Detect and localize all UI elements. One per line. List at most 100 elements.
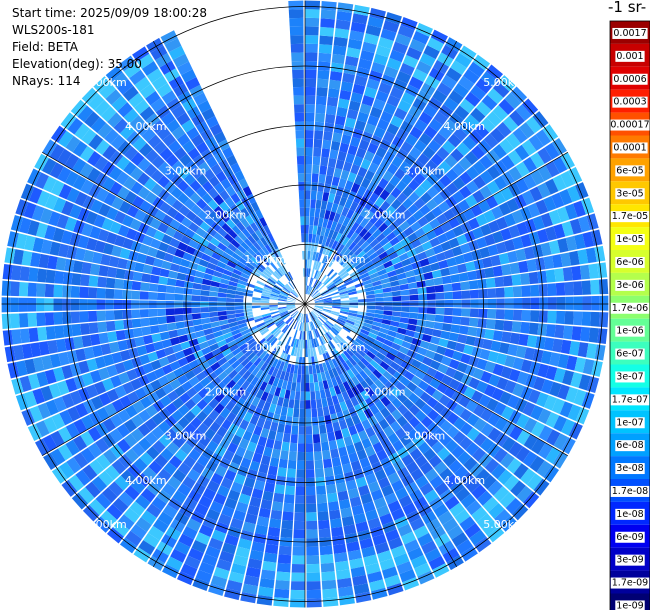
range-bin — [158, 420, 171, 434]
range-bin — [357, 305, 367, 309]
range-bin — [383, 102, 397, 115]
range-bin — [492, 81, 510, 98]
range-bin — [220, 237, 231, 247]
range-bin — [300, 216, 305, 226]
colorbar-tick-label: 1.7e-08 — [612, 486, 648, 497]
range-bin — [162, 504, 178, 519]
range-bin — [374, 411, 385, 423]
colorbar-label-bg — [609, 119, 650, 131]
range-bin — [305, 164, 312, 174]
range-bin — [445, 366, 457, 378]
range-bin — [186, 387, 198, 399]
range-bin — [386, 94, 401, 108]
range-bin — [172, 230, 184, 242]
range-bin — [224, 196, 235, 208]
range-bin — [548, 209, 562, 225]
range-bin — [315, 270, 321, 280]
range-bin — [238, 257, 249, 266]
range-bin — [328, 258, 336, 268]
range-bin — [344, 117, 357, 129]
range-bin — [324, 227, 331, 238]
range-bin — [188, 376, 200, 387]
range-bin — [166, 206, 179, 219]
range-bin — [322, 294, 331, 299]
range-bin — [147, 134, 162, 149]
range-bin — [217, 306, 227, 312]
range-bin — [329, 71, 343, 82]
range-bin — [225, 218, 236, 229]
range-bin — [599, 295, 609, 311]
ray — [306, 313, 355, 606]
range-bin — [111, 399, 125, 413]
range-bin — [360, 493, 373, 505]
range-bin — [200, 253, 212, 262]
range-bin — [267, 366, 275, 376]
range-bin — [288, 328, 294, 337]
range-bin — [318, 336, 325, 346]
range-bin — [419, 391, 432, 403]
range-bin — [367, 517, 382, 530]
range-bin — [159, 201, 172, 214]
range-bin — [281, 275, 289, 284]
range-bin — [247, 235, 257, 245]
range-bin — [283, 502, 294, 513]
range-bin — [453, 417, 467, 431]
range-bin — [456, 263, 468, 274]
range-bin — [432, 329, 442, 338]
range-bin — [399, 161, 412, 173]
range-bin — [342, 409, 351, 420]
range-bin — [111, 351, 123, 364]
range-bin — [275, 269, 283, 277]
range-bin — [157, 511, 174, 526]
range-bin — [253, 253, 262, 263]
range-bin — [428, 218, 441, 230]
range-ring-label: 4.00km — [443, 474, 485, 487]
range-bin — [463, 344, 474, 356]
range-bin — [338, 178, 347, 189]
range-bin — [263, 419, 272, 430]
range-bin — [319, 253, 325, 263]
range-bin — [459, 98, 475, 114]
range-bin — [329, 184, 338, 195]
range-bin — [335, 345, 343, 355]
range-bin — [81, 335, 92, 348]
range-bin — [243, 449, 255, 461]
range-bin — [189, 179, 202, 192]
range-bin — [329, 149, 339, 160]
range-bin — [305, 95, 316, 105]
range-bin — [393, 107, 408, 121]
range-bin — [468, 280, 479, 290]
range-bin — [214, 352, 225, 362]
range-bin — [105, 231, 118, 245]
ray — [309, 29, 448, 296]
range-bin — [364, 339, 374, 347]
range-bin — [48, 211, 61, 227]
range-bin — [508, 409, 522, 425]
range-bin — [342, 216, 351, 227]
range-bin — [299, 313, 303, 322]
range-bin — [354, 75, 368, 87]
range-bin — [177, 416, 190, 429]
range-bin — [458, 120, 474, 136]
colorbar-label-bg — [610, 577, 650, 589]
range-bin — [206, 508, 221, 522]
range-bin — [314, 304, 324, 306]
range-bin — [414, 422, 427, 435]
range-bin — [21, 343, 33, 359]
range-bin — [506, 198, 520, 213]
range-bin — [230, 162, 242, 174]
range-bin — [353, 363, 363, 373]
range-bin — [166, 278, 177, 287]
range-bin — [325, 279, 333, 287]
range-bin — [145, 90, 161, 106]
range-bin — [473, 418, 487, 432]
range-bin — [545, 226, 557, 241]
range-bin — [513, 298, 523, 309]
ray — [307, 313, 404, 596]
range-bin — [381, 566, 398, 579]
range-bin — [36, 268, 47, 283]
range-bin — [116, 438, 131, 454]
range-bin — [498, 252, 510, 265]
range-bin — [64, 217, 77, 232]
range-bin — [226, 379, 237, 390]
